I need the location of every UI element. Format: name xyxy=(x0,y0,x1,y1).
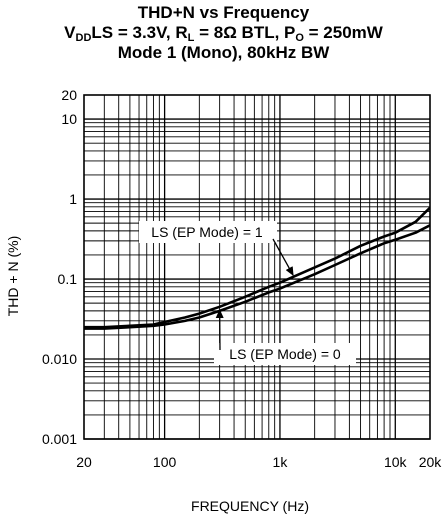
y-tick-label: 0.001 xyxy=(42,431,77,447)
subtitle-sub-l: L xyxy=(187,32,195,44)
y-tick-label: 0.010 xyxy=(42,351,77,367)
x-tick-label: 20 xyxy=(76,454,92,470)
y-tick-label: 10 xyxy=(61,111,77,127)
y-tick-label: 20 xyxy=(61,87,77,103)
grid-lines xyxy=(83,94,431,440)
x-tick-label: 20k xyxy=(419,454,443,470)
series-line-2 xyxy=(84,224,430,330)
plot-frame xyxy=(83,94,431,440)
series-lines xyxy=(84,206,430,330)
x-tick-label: 1k xyxy=(273,454,289,470)
subtitle-part-c: = 8Ω BTL, P xyxy=(194,23,296,42)
annotation-label: LS (EP Mode) = 0 xyxy=(229,346,341,362)
y-tick-labels: 20 10 1 0.1 0.010 0.001 xyxy=(42,87,77,447)
subtitle-part-a: V xyxy=(64,23,76,42)
chart-subtitle-line-1: VDDLS = 3.3V, RL = 8Ω BTL, PO = 250mW xyxy=(0,23,447,44)
annotations: LS (EP Mode) = 1 LS (EP Mode) = 0 xyxy=(139,221,356,365)
subtitle-part-d: = 250mW xyxy=(303,23,383,42)
y-tick-label: 1 xyxy=(69,191,77,207)
annotation-arrow xyxy=(272,238,294,276)
y-axis-label: THD + N (%) xyxy=(5,236,21,317)
chart-title: THD+N vs Frequency xyxy=(137,3,310,22)
annotation-label: LS (EP Mode) = 1 xyxy=(151,224,263,240)
annotation-background xyxy=(214,343,356,365)
y-tick-label: 0.1 xyxy=(58,271,78,287)
subtitle-sub-dd: DD xyxy=(75,32,92,44)
subtitle-part-b: LS = 3.3V, R xyxy=(91,23,188,42)
subtitle-sub-o: O xyxy=(295,32,304,44)
chart-subtitle-line-2: Mode 1 (Mono), 80kHz BW xyxy=(117,43,330,62)
x-tick-labels: 20 100 1k 10k 20k xyxy=(76,454,442,470)
annotation-background xyxy=(139,221,277,243)
x-tick-label: 100 xyxy=(153,454,177,470)
x-tick-label: 10k xyxy=(384,454,408,470)
x-axis-label: FREQUENCY (Hz) xyxy=(191,498,309,514)
series-line-1 xyxy=(84,206,430,329)
